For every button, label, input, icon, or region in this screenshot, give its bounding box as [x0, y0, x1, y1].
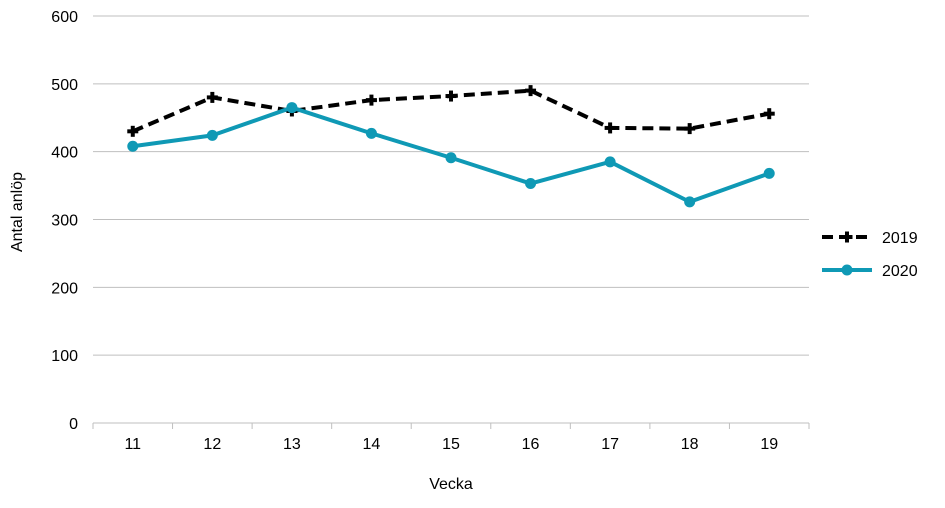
data-point [763, 167, 775, 179]
legend-marker [841, 231, 853, 243]
legend-marker [841, 264, 853, 276]
series-lines [127, 85, 775, 208]
gridlines [92, 15, 810, 429]
data-point [365, 94, 377, 106]
data-point [604, 122, 616, 134]
x-axis-title: Vecka [429, 476, 473, 493]
legend-label: 2020 [882, 263, 918, 280]
data-point [684, 196, 696, 208]
y-tick-label: 600 [51, 9, 78, 26]
x-tick-label: 14 [363, 436, 381, 453]
data-point [445, 90, 457, 102]
x-tick-label: 17 [601, 436, 619, 453]
x-tick-label: 16 [522, 436, 540, 453]
legend: 2019 2020 [822, 230, 918, 280]
data-point [286, 102, 298, 114]
data-point [525, 178, 537, 190]
data-point [127, 125, 139, 137]
x-tick-label: 15 [442, 436, 460, 453]
x-tick-label: 18 [681, 436, 699, 453]
series-2020 [127, 102, 775, 208]
data-point [445, 152, 457, 164]
y-tick-label: 200 [51, 280, 78, 297]
data-point [763, 108, 775, 120]
data-point [127, 140, 139, 152]
x-tick-labels: 11 12 13 14 15 16 17 18 19 [124, 436, 778, 453]
y-tick-label: 400 [51, 145, 78, 162]
y-tick-labels: 0 100 200 300 400 500 600 [51, 9, 78, 433]
legend-item-2019: 2019 [822, 230, 918, 247]
y-tick-label: 0 [69, 416, 78, 433]
data-point [206, 129, 218, 141]
data-point [206, 91, 218, 103]
x-tick-label: 13 [283, 436, 301, 453]
data-point [525, 85, 537, 97]
y-axis-title: Antal anlöp [9, 172, 26, 252]
x-tick-label: 19 [760, 436, 778, 453]
data-point [604, 156, 616, 168]
data-point [684, 123, 696, 135]
y-tick-label: 300 [51, 213, 78, 230]
x-tick-label: 11 [124, 436, 141, 453]
legend-label: 2019 [882, 230, 918, 247]
data-point [365, 127, 377, 139]
y-tick-label: 100 [51, 348, 78, 365]
x-tick-label: 12 [203, 436, 221, 453]
y-tick-label: 500 [51, 77, 78, 94]
legend-item-2020: 2020 [822, 263, 918, 280]
